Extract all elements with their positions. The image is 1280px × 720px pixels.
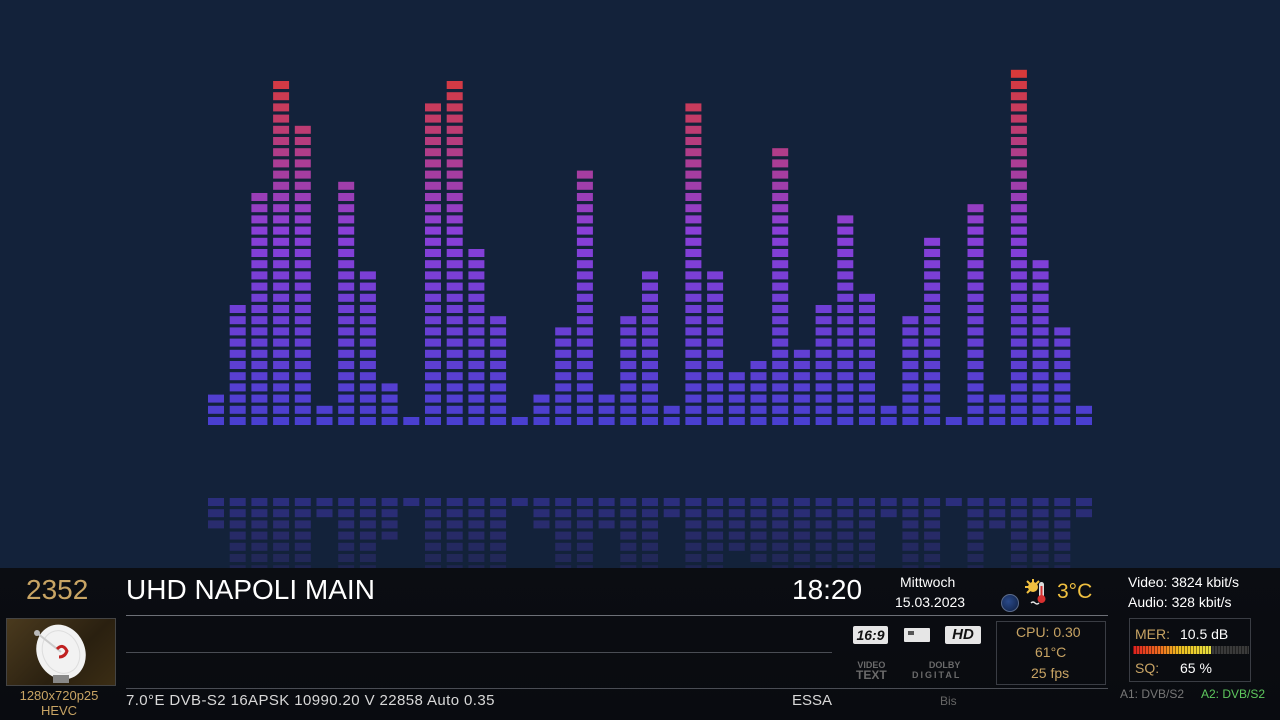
visualizer-bar	[945, 417, 962, 506]
mer-label: MER:	[1135, 626, 1170, 642]
mer-signal-fill	[1133, 646, 1211, 654]
visualizer-bar	[1032, 260, 1049, 574]
visualizer-bar	[294, 125, 311, 574]
dolby-icon: DOLBY DIGITAL	[912, 660, 961, 680]
visualizer-bar	[859, 293, 875, 574]
infobar: 2352 UHD NAPOLI MAIN 18:20 Mittwoch 15.0…	[0, 568, 1280, 720]
divider-line	[126, 652, 832, 653]
ca-system: Bis	[940, 694, 957, 708]
clock-time: 18:20	[792, 574, 863, 605]
visualizer-bar	[576, 170, 593, 574]
visualizer-bar	[642, 271, 658, 574]
dolby-line-1: DOLBY	[928, 660, 961, 670]
visualizer-bar	[772, 148, 789, 574]
moon-icon	[1001, 594, 1019, 612]
divider-line	[126, 615, 1108, 616]
audio-bitrate: Audio: 328 kbit/s	[1128, 594, 1232, 610]
tuner-a2: A2: DVB/S2	[1201, 687, 1266, 701]
visualizer-bar	[663, 405, 680, 518]
visualizer-bar	[750, 361, 767, 562]
cpu-temperature: 61°C	[1035, 644, 1067, 660]
dolby-line-2: DIGITAL	[912, 670, 962, 680]
sun-thermometer-icon	[1025, 579, 1046, 605]
visualizer-bar	[880, 405, 897, 518]
visualizer-bar	[490, 316, 507, 574]
aspect-ratio-badge: 16:9	[853, 626, 888, 644]
visualizer-bar	[338, 181, 355, 574]
video-resolution: 1280x720p25	[19, 688, 99, 703]
visualizer-bar	[685, 103, 702, 574]
mer-signal-bar	[1133, 646, 1249, 654]
visualizer-bar	[555, 327, 572, 574]
clock-date: 15.03.2023	[895, 594, 966, 610]
visualizer-bar	[902, 316, 919, 574]
visualizer-bar	[511, 417, 528, 506]
visualizer-bar	[446, 81, 463, 574]
tuner-a1: A1: DVB/S2	[1120, 687, 1185, 701]
widescreen-icon	[904, 628, 930, 642]
visualizer-bar	[403, 417, 420, 506]
visualizer-bar	[1054, 327, 1071, 574]
weather-temperature: 3°C	[1057, 580, 1093, 603]
hd-badge: HD	[945, 626, 981, 644]
signal-quality-value: 65 %	[1180, 660, 1212, 676]
visualizer-bar	[381, 383, 398, 540]
visualizer-bar	[251, 193, 268, 574]
videotext-line-1: VIDEO	[857, 660, 886, 670]
clock-weekday: Mittwoch	[900, 574, 956, 590]
visualizer-bar	[837, 215, 854, 574]
visualizer-bar	[316, 405, 333, 518]
signal-quality-label: SQ:	[1135, 660, 1160, 676]
visualizer-bar	[359, 271, 376, 574]
visualizer-bar	[620, 316, 637, 574]
video-bitrate: Video: 3824 kbit/s	[1128, 574, 1240, 590]
channel-number: 2352	[26, 574, 89, 605]
visualizer-bar	[598, 394, 615, 529]
visualizer-bar	[273, 81, 290, 574]
visualizer-bar	[533, 394, 550, 529]
visualizer-bar	[815, 305, 832, 574]
channel-name: UHD NAPOLI MAIN	[126, 574, 375, 605]
visualizer-bar	[924, 237, 941, 574]
cpu-load: CPU: 0.30	[1016, 624, 1081, 640]
video-codec: HEVC	[40, 703, 78, 718]
visualizer-bar	[989, 394, 1006, 529]
visualizer-bar	[1076, 405, 1092, 518]
transponder-info: 7.0°E DVB-S2 16APSK 10990.20 V 22858 Aut…	[126, 692, 495, 709]
channel-picon	[6, 618, 116, 686]
visualizer-bar	[728, 372, 745, 551]
visualizer-bar	[208, 394, 224, 529]
visualizer-bar	[425, 103, 441, 574]
visualizer-bar	[1010, 69, 1027, 574]
provider-name: ESSA	[792, 692, 833, 709]
visualizer-bar	[967, 204, 984, 574]
frame-rate: 25 fps	[1031, 665, 1070, 681]
visualizer-bar	[793, 349, 810, 574]
satellite-dish-icon	[34, 624, 86, 683]
videotext-line-2: TEXT	[856, 668, 887, 682]
visualizer-bar	[468, 249, 485, 574]
divider-line	[126, 688, 1108, 689]
visualizer-bar	[707, 271, 724, 574]
mer-value: 10.5 dB	[1180, 626, 1229, 642]
visualizer-bar	[229, 305, 246, 574]
system-info-box	[996, 621, 1106, 685]
videotext-icon: VIDEO TEXT	[856, 660, 887, 681]
signal-info-box	[1129, 618, 1251, 682]
